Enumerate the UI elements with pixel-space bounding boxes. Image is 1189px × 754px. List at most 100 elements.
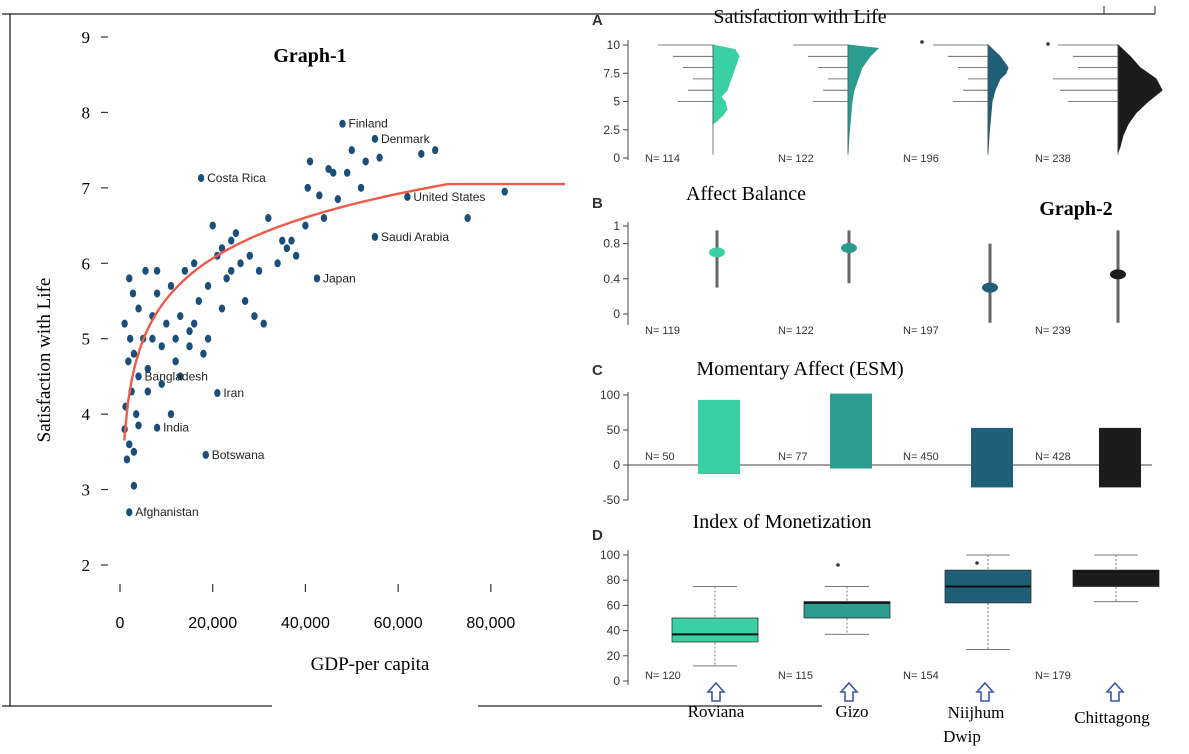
g1-point [432,146,439,155]
panel-ytick-label: 40 [607,624,621,638]
g1-xtick-label: 0 [116,615,125,632]
panel-letter: C [592,362,603,379]
g1-point [260,319,267,328]
g1-point [265,214,272,223]
g1-point [241,297,249,305]
g1-country-label: Afghanistan [135,505,198,519]
panel-ytick-label: 10 [607,38,621,52]
esm-bar [830,393,872,469]
violin-shape [1117,43,1163,153]
g1-point [123,455,131,464]
g1-point [158,342,165,351]
g1-point [121,319,128,328]
outlier-dot [836,563,840,567]
panel-ytick-label: 0.4 [603,272,620,286]
g1-labeled-point [404,192,411,201]
panel-ytick-label: 0 [613,307,620,321]
panel-ytick-label: 1 [613,219,620,233]
panel-ytick-label: 100 [600,548,620,562]
g1-point [195,297,203,305]
g1-point [153,289,161,298]
box-body [803,601,891,619]
panel-ytick-label: 60 [607,598,621,612]
g1-ytick-label: 3 [82,481,91,500]
g1-point [129,289,137,298]
panel-ytick-label: 0 [613,458,620,472]
violin-shape [987,43,1009,153]
g1-point [135,421,142,430]
panel-letter: A [592,12,603,29]
mean-point [982,282,998,293]
g1-xtick-label: 40,000 [281,615,330,632]
g1-point [357,183,365,192]
site-label-roviana: Roviana [688,702,745,721]
g1-point [190,319,198,328]
g1-labeled-point [153,423,161,432]
panel-title: Momentary Affect (ESM) [696,358,903,380]
g1-ytick-label: 9 [82,28,91,47]
box-body [671,617,759,643]
site-label-niijhum: Niijhum [948,703,1005,722]
panel-ytick-label: -50 [603,493,621,507]
up-arrow-icon [839,681,859,702]
g1-point [218,304,226,313]
g1-point [186,327,193,336]
g1-country-label: Iran [223,386,244,400]
g1-point [190,259,198,268]
panel-n-label: N= 238 [1035,153,1071,165]
g1-point [167,410,175,419]
panel-ytick-label: 0.8 [603,237,620,251]
g1-point [126,274,133,283]
panel-n-label: N= 239 [1035,325,1071,337]
g1-labeled-point [197,174,205,183]
mean-point [841,243,857,253]
graph-1-title: Graph-1 [273,45,346,67]
g1-point [218,244,226,253]
g1-labeled-point [126,508,133,517]
panel-ytick-label: 5 [613,95,620,109]
g1-point [144,387,152,396]
g1-point [288,236,295,245]
g1-point [325,165,332,173]
g1-labeled-point [135,372,142,381]
up-arrow-icon [1105,681,1125,702]
g1-point [177,372,184,381]
g1-point [204,334,212,343]
g1-labeled-point [313,274,321,283]
g1-ytick-label: 4 [82,405,91,424]
g1-point [144,364,152,373]
panel-letter: D [592,527,603,544]
g1-point [274,259,281,268]
graph-1-xlabel: GDP-per capita [311,654,430,675]
graph-1: 2 3 4 5 6 7 8 9 0 20,000 40,000 60,000 80,000 Finland… [82,28,565,632]
panel-n-label: N= 428 [1035,451,1071,463]
panel-ytick-label: 7.5 [603,66,620,80]
g1-labeled-point [202,450,209,459]
g1-point [200,349,207,358]
panel-ytick-label: 2.5 [603,123,620,137]
panel-n-label: N= 115 [778,670,813,682]
g1-labeled-point [214,389,221,398]
g1-point [130,349,138,358]
panel-title: Satisfaction with Life [713,6,886,28]
g1-point [177,312,184,321]
panel-n-label: N= 179 [1035,670,1071,682]
panel-n-label: N= 197 [903,325,939,337]
panel-letter: B [592,195,603,212]
g1-point [283,244,291,253]
panel-n-label: N= 122 [778,325,814,337]
panel-ytick-label: 0 [613,151,620,165]
g1-country-label: Costa Rica [207,171,266,185]
panel-ytick-label: 100 [600,388,620,402]
g1-point [501,187,508,196]
esm-bar [698,399,740,475]
g1-point [228,266,235,275]
site-label-dwip: Dwip [943,727,981,746]
panel-ytick-label: 0 [613,674,620,688]
g1-point [153,266,161,275]
outlier-dot [1046,42,1050,46]
g1-country-label: Bangladesh [145,369,208,383]
